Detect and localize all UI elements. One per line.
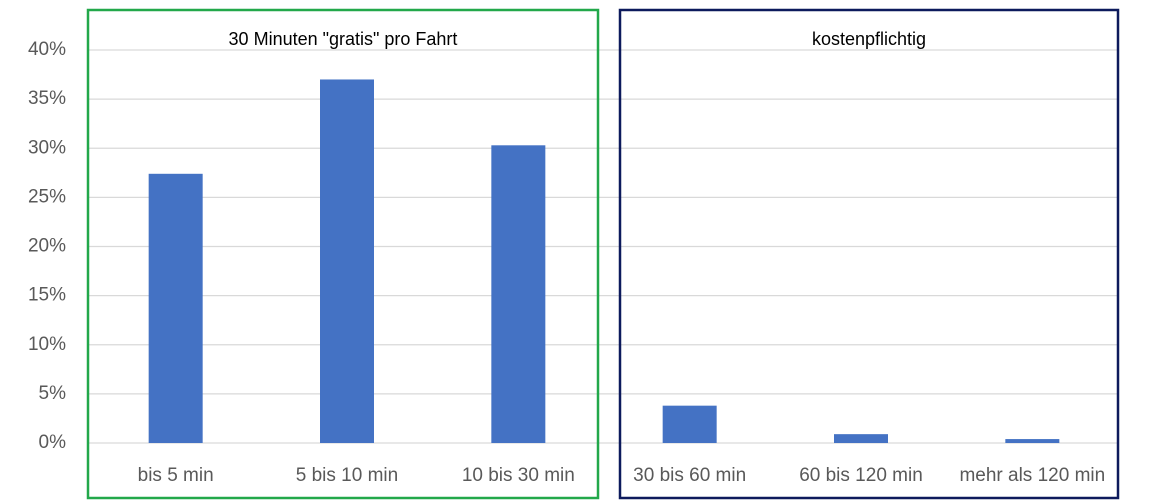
y-tick-label: 35% <box>28 88 66 109</box>
group-box <box>618 8 1120 500</box>
y-tick-label: 0% <box>39 432 67 453</box>
y-tick-label: 25% <box>28 186 66 207</box>
group-box <box>86 8 600 500</box>
bar <box>491 145 546 444</box>
x-tick-label: bis 5 min <box>138 465 214 486</box>
y-tick-label: 5% <box>39 383 67 404</box>
y-tick-label: 10% <box>28 334 66 355</box>
y-tick-label: 15% <box>28 285 66 306</box>
x-tick-label: 10 bis 30 min <box>462 465 575 486</box>
bar <box>148 173 203 444</box>
y-tick-label: 40% <box>28 39 66 60</box>
y-tick-label: 30% <box>28 137 66 158</box>
x-tick-label: 60 bis 120 min <box>799 465 923 486</box>
x-tick-label: 30 bis 60 min <box>633 465 746 486</box>
bar <box>320 79 374 443</box>
x-tick-label: 5 bis 10 min <box>296 465 398 486</box>
group-label: 30 Minuten "gratis" pro Fahrt <box>229 29 458 49</box>
y-tick-label: 20% <box>28 236 66 257</box>
bar <box>662 405 717 443</box>
bar <box>1005 439 1060 443</box>
group-label: kostenpflichtig <box>812 29 926 49</box>
bar <box>834 434 888 443</box>
x-tick-label: mehr als 120 min <box>959 465 1105 486</box>
